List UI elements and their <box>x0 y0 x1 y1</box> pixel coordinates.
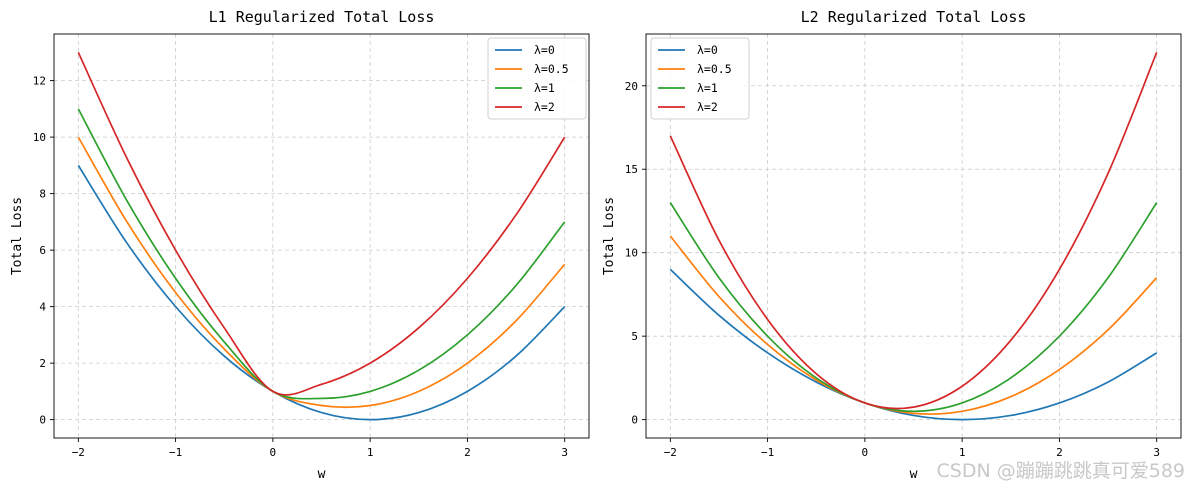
legend-label-0: λ=0 <box>697 43 718 57</box>
watermark: CSDN @蹦蹦跳跳真可爱589 <box>937 460 1185 482</box>
x-tick-label: −1 <box>761 446 774 459</box>
series-line-2 <box>77 108 566 400</box>
y-tick-label: 6 <box>39 244 46 257</box>
legend-box <box>650 37 750 120</box>
chart-l2: −2 −1 0 1 2 3 0 5 10 15 20 L2 Regularized Total Los… <box>602 8 1182 482</box>
legend-box <box>487 37 587 120</box>
y-tick-label: 4 <box>39 301 46 314</box>
x-tick-label: 2 <box>464 446 471 459</box>
series-line-0 <box>77 164 566 421</box>
chart-title: L2 Regularized Total Loss <box>801 8 1027 26</box>
y-tick-label: 12 <box>33 75 46 88</box>
x-axis-label: w <box>910 467 918 482</box>
chart-title: L1 Regularized Total Loss <box>209 8 435 26</box>
x-tick-label: 1 <box>959 446 966 459</box>
series-line-3 <box>77 52 566 396</box>
y-axis-label: Total Loss <box>10 197 25 275</box>
legend-label-0: λ=0 <box>534 43 555 57</box>
legend-label-1: λ=0.5 <box>534 62 569 76</box>
y-tick-label: 20 <box>625 80 638 93</box>
y-axis-label: Total Loss <box>602 197 617 275</box>
series-line-0 <box>669 268 1158 421</box>
x-tick-label: 2 <box>1056 446 1063 459</box>
axes-frame <box>53 33 590 439</box>
series-line-2 <box>669 202 1158 413</box>
y-tick-label: 5 <box>631 330 638 343</box>
axes-frame <box>645 33 1182 439</box>
legend-label-1: λ=0.5 <box>697 62 732 76</box>
series-line-1 <box>669 235 1158 415</box>
legend-label-3: λ=2 <box>697 100 718 114</box>
x-tick-label: 1 <box>367 446 374 459</box>
x-tick-label: 0 <box>270 446 277 459</box>
y-tick-label: 2 <box>39 357 46 370</box>
y-tick-label: 8 <box>39 188 46 201</box>
legend-label-2: λ=1 <box>697 81 718 95</box>
y-tick-label: 0 <box>39 414 46 427</box>
x-tick-label: 3 <box>561 446 568 459</box>
x-tick-label: −2 <box>664 446 677 459</box>
x-tick-label: 3 <box>1153 446 1160 459</box>
legend-label-2: λ=1 <box>534 81 555 95</box>
x-tick-label: −1 <box>169 446 182 459</box>
y-tick-label: 15 <box>625 163 638 176</box>
x-tick-label: 0 <box>862 446 869 459</box>
series-line-3 <box>669 52 1158 410</box>
x-tick-label: −2 <box>72 446 85 459</box>
y-tick-label: 10 <box>33 131 46 144</box>
x-axis-label: w <box>318 467 326 482</box>
legend-label-3: λ=2 <box>534 100 555 114</box>
y-tick-label: 10 <box>625 247 638 260</box>
series-line-1 <box>77 136 566 409</box>
y-tick-label: 0 <box>631 414 638 427</box>
